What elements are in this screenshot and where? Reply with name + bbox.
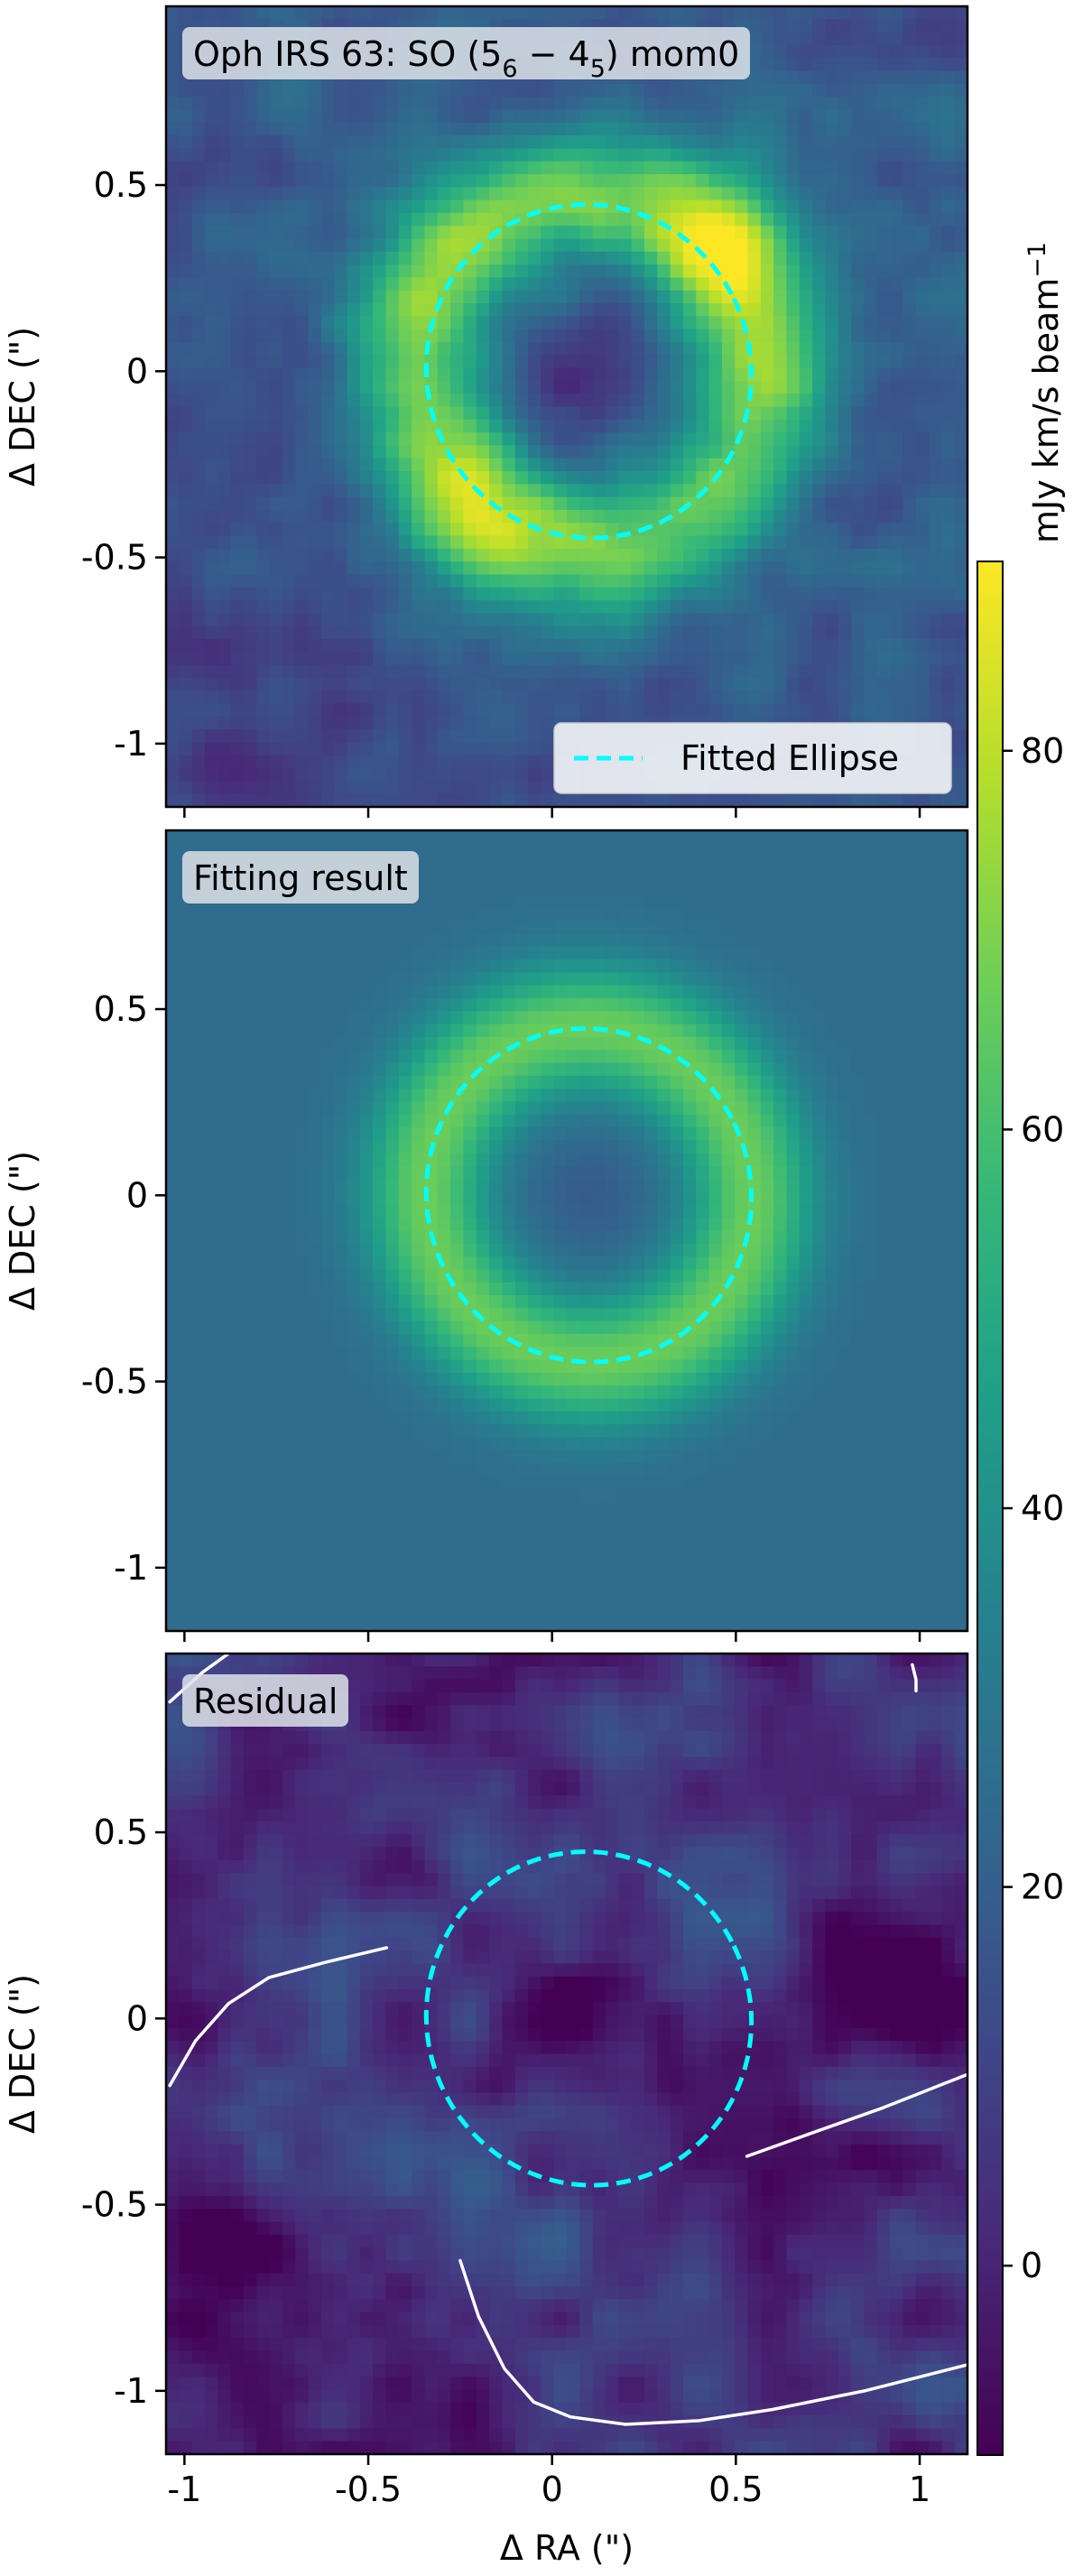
fitted-ellipse (423, 1849, 754, 2188)
colorbar-tick-label: 20 (1021, 1867, 1064, 1907)
y-axis-label: Δ DEC (") (3, 1974, 42, 2134)
panel-label-part: 6 (502, 55, 517, 83)
colorbar-tick-label: 60 (1021, 1109, 1064, 1149)
y-tick-label: 0.5 (94, 989, 148, 1029)
y-axis-label: Δ DEC (") (3, 1151, 42, 1311)
y-axis-label: Δ DEC (") (3, 327, 42, 486)
colorbar: 80 60 40 20 0 mJy km/s beam−1 (977, 242, 1066, 2456)
x-tick-label: -0.5 (335, 2469, 402, 2509)
y-tick-label: -0.5 (81, 1362, 148, 1402)
axes-frame (164, 5, 969, 809)
y-tick-label: 0 (126, 1175, 148, 1215)
colorbar-label-main: mJy km/s beam (1026, 278, 1066, 543)
panel-label-text: Fitting result (193, 858, 408, 898)
x-tick-label: 0.5 (708, 2469, 763, 2509)
x-tick-label: 0 (542, 2469, 563, 2509)
panel-label-text: Oph IRS 63: SO (56 − 45) mom0 (193, 34, 739, 83)
panel-residual: 0.5 0 -0.5 -1 -1 -0.5 0 0.5 1 Δ DEC (") Residual (3, 1652, 969, 2509)
axes-frame (164, 829, 969, 1633)
x-tick-label: 1 (909, 2469, 930, 2509)
axes-frame (164, 1652, 969, 2456)
legend: Fitted Ellipse (553, 722, 952, 794)
y-tick-label: -1 (114, 1548, 148, 1588)
panel-label-box (182, 27, 750, 79)
legend-box (553, 722, 952, 794)
contour-line (168, 1654, 230, 1704)
y-tick-label: -0.5 (81, 538, 148, 578)
y-tick-label: 0 (126, 351, 148, 391)
panel-fit: 0.5 0 -0.5 -1 Δ DEC (") Fitting result (3, 829, 969, 1642)
panel-label-text: Residual (193, 1682, 338, 1721)
panel-label: Residual (182, 1674, 348, 1727)
heatmap-fit (166, 830, 967, 1631)
heatmap-mom0 (166, 6, 967, 807)
panel-label: Fitting result (182, 851, 419, 903)
panel-label-box (182, 851, 419, 903)
y-tick-label: 0.5 (94, 1812, 148, 1852)
y-tick-label: -1 (114, 724, 148, 764)
colorbar-tick-label: 40 (1021, 1488, 1064, 1528)
contour-line (458, 2258, 967, 2426)
contour-line (911, 1663, 918, 1693)
fitted-ellipse (423, 202, 754, 541)
panel-label-part: ) mom0 (606, 34, 739, 74)
colorbar-gradient (977, 561, 1004, 2456)
contour-line (745, 2072, 967, 2158)
legend-label: Fitted Ellipse (680, 738, 899, 778)
panels-group: 0.5 0 -0.5 -1 Δ DEC (") Oph IRS 63: SO (56 − … (3, 5, 969, 2509)
panel-label-part: 5 (590, 55, 606, 83)
heatmap-residual (166, 1654, 967, 2454)
colorbar-tick-label: 80 (1021, 731, 1064, 771)
panel-label-part: Oph IRS 63: SO (5 (193, 34, 502, 74)
colorbar-label-sup: −1 (1023, 242, 1051, 278)
colorbar-tick-label: 0 (1021, 2246, 1042, 2285)
fitted-ellipse (423, 1026, 754, 1365)
panel-label: Oph IRS 63: SO (56 − 45) mom0 (182, 27, 750, 83)
x-tick-label: -1 (167, 2469, 201, 2509)
y-tick-label: 0 (126, 1998, 148, 2038)
colorbar-label: mJy km/s beam−1 (1023, 242, 1066, 543)
y-tick-label: -1 (114, 2371, 148, 2411)
panel-mom0: 0.5 0 -0.5 -1 Δ DEC (") Oph IRS 63: SO (56 − … (3, 5, 969, 818)
panel-label-part: − 4 (518, 34, 590, 74)
x-axis-label: Δ RA (") (500, 2528, 634, 2568)
panel-label-box (182, 1674, 348, 1727)
x-axis: Δ RA (") (500, 2528, 634, 2568)
y-tick-label: -0.5 (81, 2185, 148, 2225)
contour-line (168, 1946, 389, 2088)
y-tick-label: 0.5 (94, 165, 148, 205)
